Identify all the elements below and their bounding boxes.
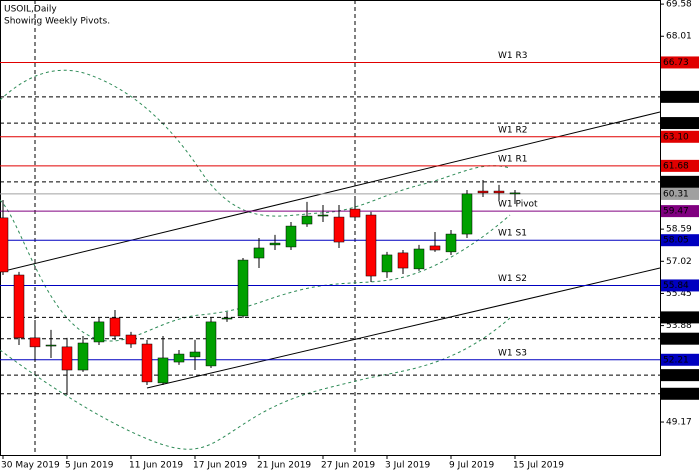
candle-body: [285, 225, 297, 248]
candle-body: [125, 334, 137, 345]
level-label-box: [661, 279, 699, 292]
y-tick-label: 57.02: [666, 257, 692, 267]
x-tick-label: 5 Jun 2019: [65, 461, 114, 471]
level-label: 63.10: [663, 132, 689, 142]
level-name: W1 S2: [498, 274, 527, 284]
candle-body: [189, 351, 201, 358]
level-label: 59.47: [663, 207, 689, 217]
candle-body: [509, 192, 521, 195]
x-tick-label: 3 Jul 2019: [385, 461, 430, 471]
level-name: W1 S1: [498, 229, 527, 239]
x-tick-label: 9 Jul 2019: [449, 461, 494, 471]
candle-body: [317, 214, 329, 217]
envelope: [0, 69, 511, 450]
level-name: W1 R1: [498, 154, 527, 164]
envelope-lower: [0, 317, 511, 450]
level-label-box: [661, 159, 699, 172]
level-label: 65.05: [663, 92, 689, 102]
level-label: 63.77: [663, 119, 689, 129]
x-tick-label: 15 Jul 2019: [513, 461, 564, 471]
candle-body: [93, 321, 105, 343]
level-name: W1 S3: [498, 348, 527, 358]
level-label: 53.24: [663, 334, 689, 344]
level-label-box: [661, 117, 699, 130]
x-tick-label: 11 Jun 2019: [129, 461, 183, 471]
level-label-box: [661, 353, 699, 366]
level-label: 61.68: [663, 161, 689, 171]
candle-body: [0, 217, 9, 273]
envelope-upper: [0, 69, 511, 217]
y-tick-label: 53.88: [666, 321, 692, 331]
candle-body: [45, 344, 57, 347]
candle-body: [29, 337, 41, 348]
y-tick-label: 68.01: [666, 32, 692, 42]
candle-body: [429, 245, 441, 251]
candle-body: [445, 233, 457, 253]
candle-body: [205, 321, 217, 367]
y-tick-label: 55.45: [666, 289, 692, 299]
candle-body: [397, 252, 409, 269]
chart-subtitle: Showing Weekly Pivots.: [4, 17, 110, 27]
y-tick-label: 49.17: [666, 418, 692, 428]
level-label-box: [661, 369, 699, 382]
candle-body: [365, 214, 377, 277]
candle-body: [461, 193, 473, 235]
candle-body: [13, 274, 25, 339]
candle-body: [61, 346, 73, 371]
candle-body: [301, 215, 313, 225]
candle-body: [77, 342, 89, 371]
level-label-box: [661, 205, 699, 218]
level-name: W1 R2: [498, 125, 527, 135]
candle-body: [477, 190, 489, 194]
level-label-box: [661, 187, 699, 200]
level-label: 66.73: [663, 58, 689, 68]
level-label-box: [661, 311, 699, 324]
candle-body: [333, 216, 345, 243]
level-label: 55.84: [663, 281, 689, 291]
x-tick-label: 21 Jun 2019: [257, 461, 311, 471]
level-label: 60.90: [663, 177, 689, 187]
candle-body: [253, 247, 265, 259]
level-name: W1 Pivot: [498, 200, 538, 210]
candle-body: [221, 317, 233, 320]
y-tick-label: 58.59: [666, 225, 692, 235]
candle-body: [157, 357, 169, 384]
level-label-box: [661, 130, 699, 143]
candle-body: [349, 208, 361, 218]
level-label: 54.28: [663, 313, 689, 323]
level-label: 51.46: [663, 371, 689, 381]
candle-body: [493, 190, 505, 194]
level-name: W1 R3: [498, 51, 527, 61]
candle-body: [173, 353, 185, 363]
channel-upper: [0, 111, 661, 273]
level-label-box: [661, 175, 699, 188]
level-label: 60.31: [663, 189, 689, 199]
candle-body: [109, 317, 121, 337]
channel-lower: [146, 267, 661, 389]
level-label-box: [661, 332, 699, 345]
candle-body: [237, 259, 249, 317]
candle-body: [269, 242, 281, 246]
level-label-box: [661, 56, 699, 69]
level-label: 50.55: [663, 389, 689, 399]
level-label-box: [661, 90, 699, 103]
x-tick-label: 30 May 2019: [1, 461, 60, 471]
chart-title: USOIL,Daily: [4, 5, 57, 15]
x-tick-label: 17 Jun 2019: [193, 461, 247, 471]
x-tick-label: 27 Jun 2019: [321, 461, 375, 471]
candle-body: [413, 248, 425, 270]
level-label-box: [661, 234, 699, 247]
level-label-box: [661, 387, 699, 400]
candle-body: [381, 254, 393, 273]
plot-frame: [0, 0, 661, 456]
y-tick-label: 69.58: [666, 0, 692, 10]
level-label: 58.05: [663, 236, 689, 246]
level-label: 52.21: [663, 355, 689, 365]
candle-body: [141, 343, 153, 383]
